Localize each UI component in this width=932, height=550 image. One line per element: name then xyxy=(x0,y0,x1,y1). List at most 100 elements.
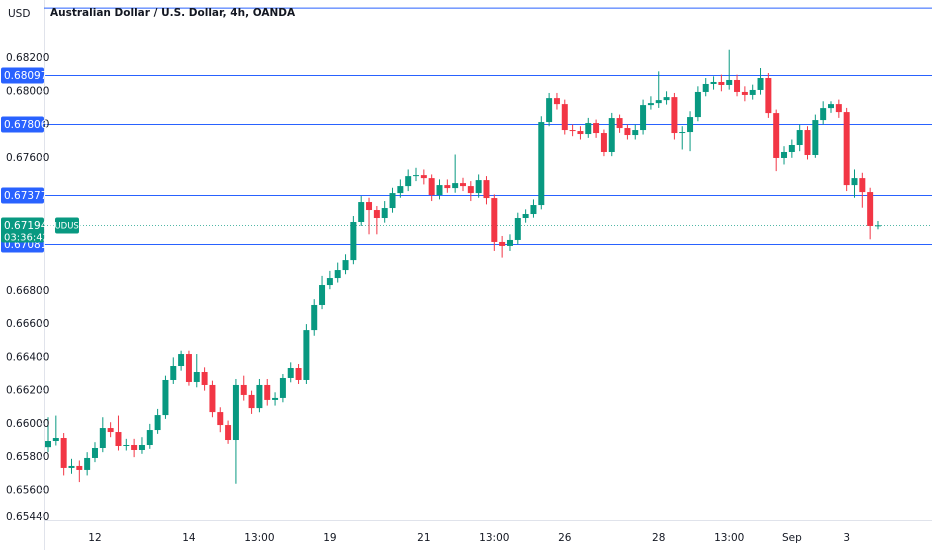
candle-body xyxy=(178,354,185,367)
candle-body xyxy=(608,118,615,152)
candle-body xyxy=(820,108,827,121)
candle-body xyxy=(640,105,647,131)
price-line-label: 0.68097 xyxy=(4,70,47,82)
candle-body xyxy=(60,438,67,468)
candle-body xyxy=(726,79,733,85)
candle-body xyxy=(52,438,59,442)
candle-body xyxy=(843,112,850,186)
symbol-box xyxy=(55,217,79,234)
candle-body xyxy=(201,371,208,385)
x-tick-label: 28 xyxy=(652,532,665,544)
candle-body xyxy=(342,260,349,271)
candle-body xyxy=(851,178,858,186)
candle-body xyxy=(217,412,224,426)
candle-body xyxy=(99,428,106,448)
x-tick-label: 14 xyxy=(182,532,196,544)
candle-body xyxy=(734,79,741,92)
y-tick-label: 0.67600 xyxy=(6,152,49,164)
candle-body xyxy=(522,214,529,219)
candle-body xyxy=(874,225,881,227)
candle-body xyxy=(655,100,662,104)
y-tick-label: 0.68200 xyxy=(6,52,49,64)
candle-body xyxy=(123,445,130,447)
candle-body xyxy=(569,130,576,132)
y-tick-label: 0.68000 xyxy=(6,85,49,97)
candle-body xyxy=(506,239,513,246)
candle-body xyxy=(741,91,748,95)
candle-body xyxy=(279,377,286,398)
candle-body xyxy=(749,89,756,95)
candles-layer xyxy=(45,49,881,484)
price-line-label-box xyxy=(1,116,44,133)
candle-body xyxy=(444,185,451,189)
candle-body xyxy=(710,81,717,84)
candle-body xyxy=(366,202,373,211)
candle-body xyxy=(303,330,310,380)
candle-body xyxy=(812,120,819,155)
candle-body xyxy=(859,178,866,193)
candle-body xyxy=(436,185,443,196)
price-line-label-box xyxy=(1,187,44,204)
candle-body xyxy=(585,123,592,135)
candle-body xyxy=(170,366,177,380)
candle-body xyxy=(483,180,490,199)
candle-body xyxy=(115,432,122,446)
x-tick-label: 13:00 xyxy=(244,532,274,544)
candle-body xyxy=(632,130,639,136)
y-tick-label: 0.66600 xyxy=(6,318,49,330)
candle-body xyxy=(702,83,709,92)
y-tick-label: 0.66000 xyxy=(6,418,49,430)
candle-body xyxy=(459,183,466,187)
candle-body xyxy=(694,91,701,118)
candle-body xyxy=(530,205,537,215)
candle-body xyxy=(757,77,764,90)
candle-body xyxy=(420,175,427,179)
x-tick-label: 3 xyxy=(843,532,850,544)
candle-body xyxy=(146,430,153,446)
countdown-label: 03:36:42 xyxy=(4,233,49,244)
candle-body xyxy=(193,371,200,382)
price-line-label: 0.67377 xyxy=(4,190,47,202)
candle-body xyxy=(452,183,459,189)
candle-body xyxy=(577,131,584,135)
candle-body xyxy=(248,394,255,409)
x-tick-label: Sep xyxy=(782,532,802,544)
candle-body xyxy=(334,270,341,279)
candle-body xyxy=(264,384,271,400)
chart-title: Australian Dollar / U.S. Dollar, 4h, OAN… xyxy=(50,7,296,19)
x-tick-label: 13:00 xyxy=(479,532,509,544)
currency-label: USD xyxy=(8,8,30,20)
candle-body xyxy=(781,151,788,158)
candle-body xyxy=(671,97,678,134)
candle-body xyxy=(624,128,631,136)
candle-body xyxy=(295,368,302,380)
candle-body xyxy=(491,198,498,242)
last-price-label: 0.67194 xyxy=(4,220,48,232)
candle-body xyxy=(561,104,568,131)
last-price-box xyxy=(1,217,44,243)
candle-body xyxy=(867,192,874,226)
price-line-label: 0.67806 xyxy=(4,119,48,131)
candle-body xyxy=(45,441,51,448)
candle-body xyxy=(679,132,686,134)
candle-body xyxy=(326,278,333,286)
candle-body xyxy=(397,186,404,194)
candle-body xyxy=(553,98,560,105)
candle-body xyxy=(788,145,795,152)
x-tick-label: 26 xyxy=(558,532,572,544)
candle-body xyxy=(272,397,279,400)
y-tick-label: 0.66800 xyxy=(6,285,49,297)
candle-body xyxy=(413,175,420,177)
candle-body xyxy=(647,103,654,106)
x-tick-label: 13:00 xyxy=(714,532,744,544)
symbol-label: AUDUSD xyxy=(49,222,86,232)
candle-body xyxy=(162,379,169,416)
y-tick-label: 0.65440 xyxy=(6,511,49,523)
candle-body xyxy=(84,457,91,470)
candle-body xyxy=(765,77,772,114)
candle-body xyxy=(773,113,780,158)
candle-body xyxy=(76,465,83,470)
candle-body xyxy=(311,304,318,331)
candle-body xyxy=(209,384,216,413)
